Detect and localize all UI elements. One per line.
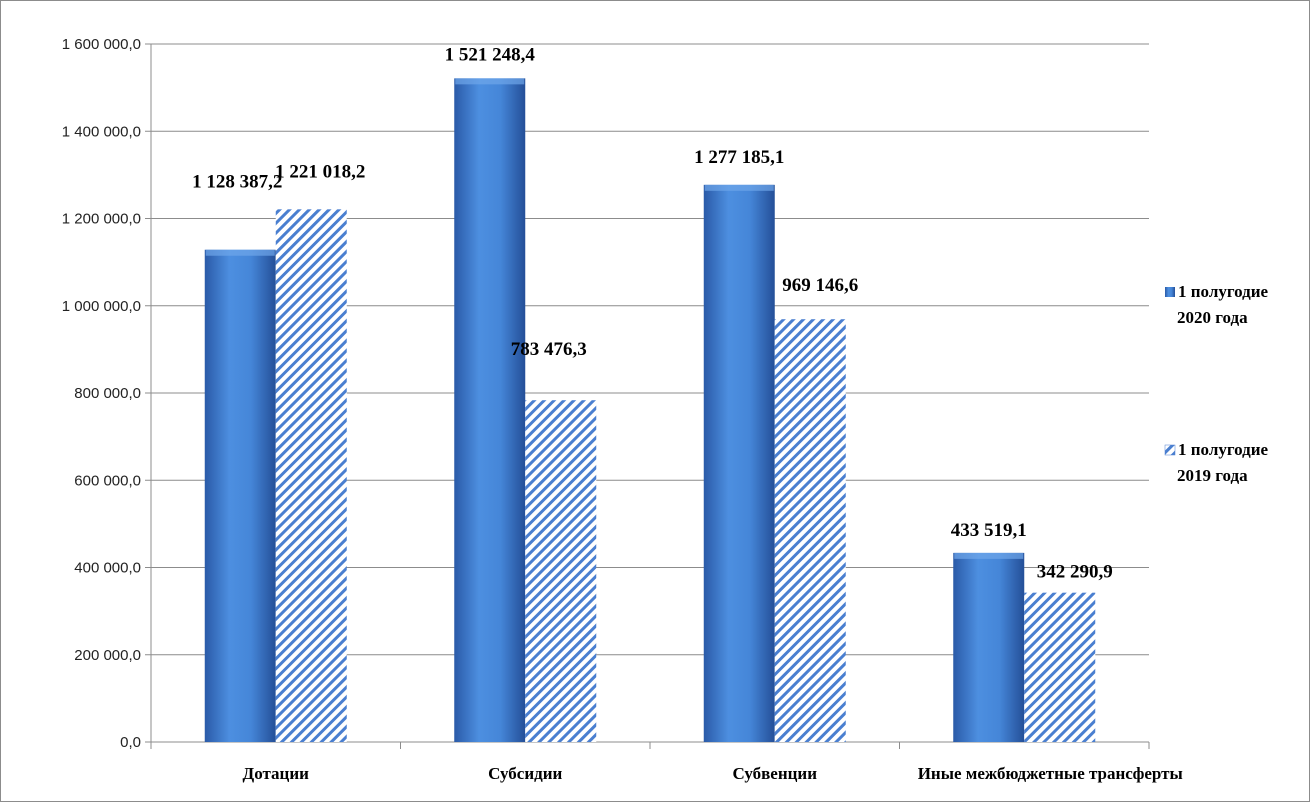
y-tick-label: 1 000 000,0 (62, 298, 141, 315)
bar-top-highlight (455, 78, 525, 85)
bar-top-highlight (954, 552, 1024, 559)
x-category-label: Субсидии (488, 764, 562, 783)
bar-2020 (204, 249, 276, 742)
y-tick-label: 1 200 000,0 (62, 211, 141, 228)
legend-label: 1 полугодие (1178, 282, 1269, 301)
data-label: 1 277 185,1 (694, 147, 784, 168)
legend-label: 2020 года (1177, 308, 1248, 327)
y-tick-label: 600 000,0 (74, 472, 141, 489)
data-label: 1 521 248,4 (445, 44, 536, 65)
data-label: 433 519,1 (951, 520, 1027, 541)
y-tick-label: 800 000,0 (74, 385, 141, 402)
bar-2019 (774, 319, 846, 742)
x-category-label: Дотации (243, 764, 310, 783)
bar-2019 (1024, 592, 1096, 742)
legend-label: 2019 года (1177, 466, 1248, 485)
data-label: 783 476,3 (511, 339, 587, 360)
legend: 1 полугодие 2020 года 1 полугодие 2019 года (1164, 282, 1269, 485)
bar-top-highlight (205, 249, 275, 256)
legend-swatch-2020 (1165, 287, 1175, 297)
data-labels: 1 128 387,21 221 018,2 1 521 248,4 783 476… (192, 44, 1113, 582)
y-tick-label: 200 000,0 (74, 647, 141, 664)
y-tick-label: 400 000,0 (74, 560, 141, 577)
y-tick-label: 1 600 000,0 (62, 36, 141, 53)
bar-top-highlight (704, 184, 774, 191)
data-label: 342 290,9 (1037, 562, 1113, 583)
bar-2020 (454, 78, 526, 742)
y-tick-label: 0,0 (120, 734, 141, 751)
legend-label: 1 полугодие (1178, 440, 1269, 459)
data-label: 1 221 018,2 (275, 161, 365, 182)
legend-swatch-2019 (1164, 444, 1176, 456)
bars (204, 78, 1096, 742)
x-category-label: Субвенции (732, 764, 817, 783)
bar-2019 (525, 400, 597, 742)
axes: 0,0 200 000,0 400 000,0 600 000,0 800 000,0 1… (62, 36, 1183, 783)
data-label: 1 128 387,2 (192, 172, 282, 193)
y-tick-label: 1 400 000,0 (62, 123, 141, 140)
bar-2020 (703, 184, 775, 742)
data-label: 969 146,6 (782, 275, 858, 296)
bar-2020 (953, 552, 1025, 742)
bar-2019 (275, 209, 347, 742)
x-category-label: Иные межбюджетные трансферты (918, 764, 1183, 783)
